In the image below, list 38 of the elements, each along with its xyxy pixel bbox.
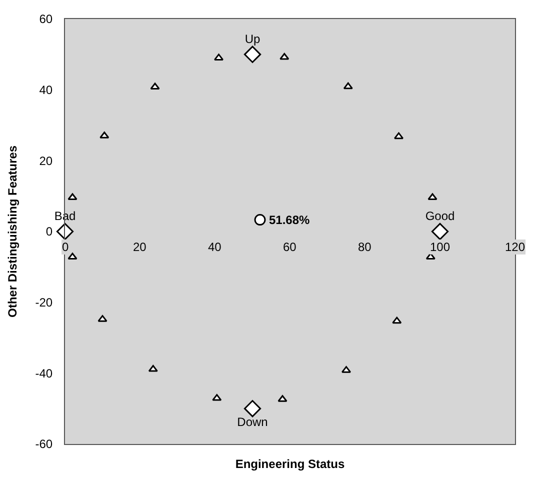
x-tick-label: 80 <box>358 240 372 254</box>
y-tick-label: -20 <box>35 296 53 310</box>
x-tick-label: 40 <box>208 240 222 254</box>
y-tick-label: 20 <box>39 154 53 168</box>
point <box>254 214 266 226</box>
point <box>280 53 290 60</box>
point <box>343 82 353 90</box>
point <box>394 132 404 140</box>
x-tick-label: 0 <box>62 240 69 254</box>
point <box>392 316 402 324</box>
point <box>68 252 78 260</box>
point <box>244 46 262 63</box>
x-tick-label: 60 <box>283 240 297 254</box>
point <box>426 252 436 260</box>
y-tick-label: 40 <box>39 83 53 98</box>
x-tick-label: 100 <box>430 240 450 254</box>
y-axis-title: Other Distinguishing Features <box>6 145 20 318</box>
point <box>212 394 222 401</box>
point <box>150 82 160 90</box>
annotation: 51.68% <box>269 213 310 227</box>
point <box>68 193 78 200</box>
data-label: Good <box>425 209 455 223</box>
x-tick-label: 20 <box>133 240 147 254</box>
point <box>148 365 158 372</box>
point <box>244 400 262 418</box>
point <box>278 395 288 402</box>
point <box>98 315 108 322</box>
y-tick-label: 0 <box>46 224 53 239</box>
x-tick-label: 120 <box>505 240 526 254</box>
point <box>100 132 110 138</box>
data-label: Down <box>237 415 268 430</box>
y-tick-label: -40 <box>35 366 53 380</box>
y-tick-label: -60 <box>35 437 53 452</box>
data-label: Up <box>244 32 260 46</box>
point <box>428 193 438 200</box>
y-tick-label: 60 <box>39 12 53 26</box>
point <box>431 222 449 240</box>
x-axis-title: Engineering Status <box>235 456 345 471</box>
